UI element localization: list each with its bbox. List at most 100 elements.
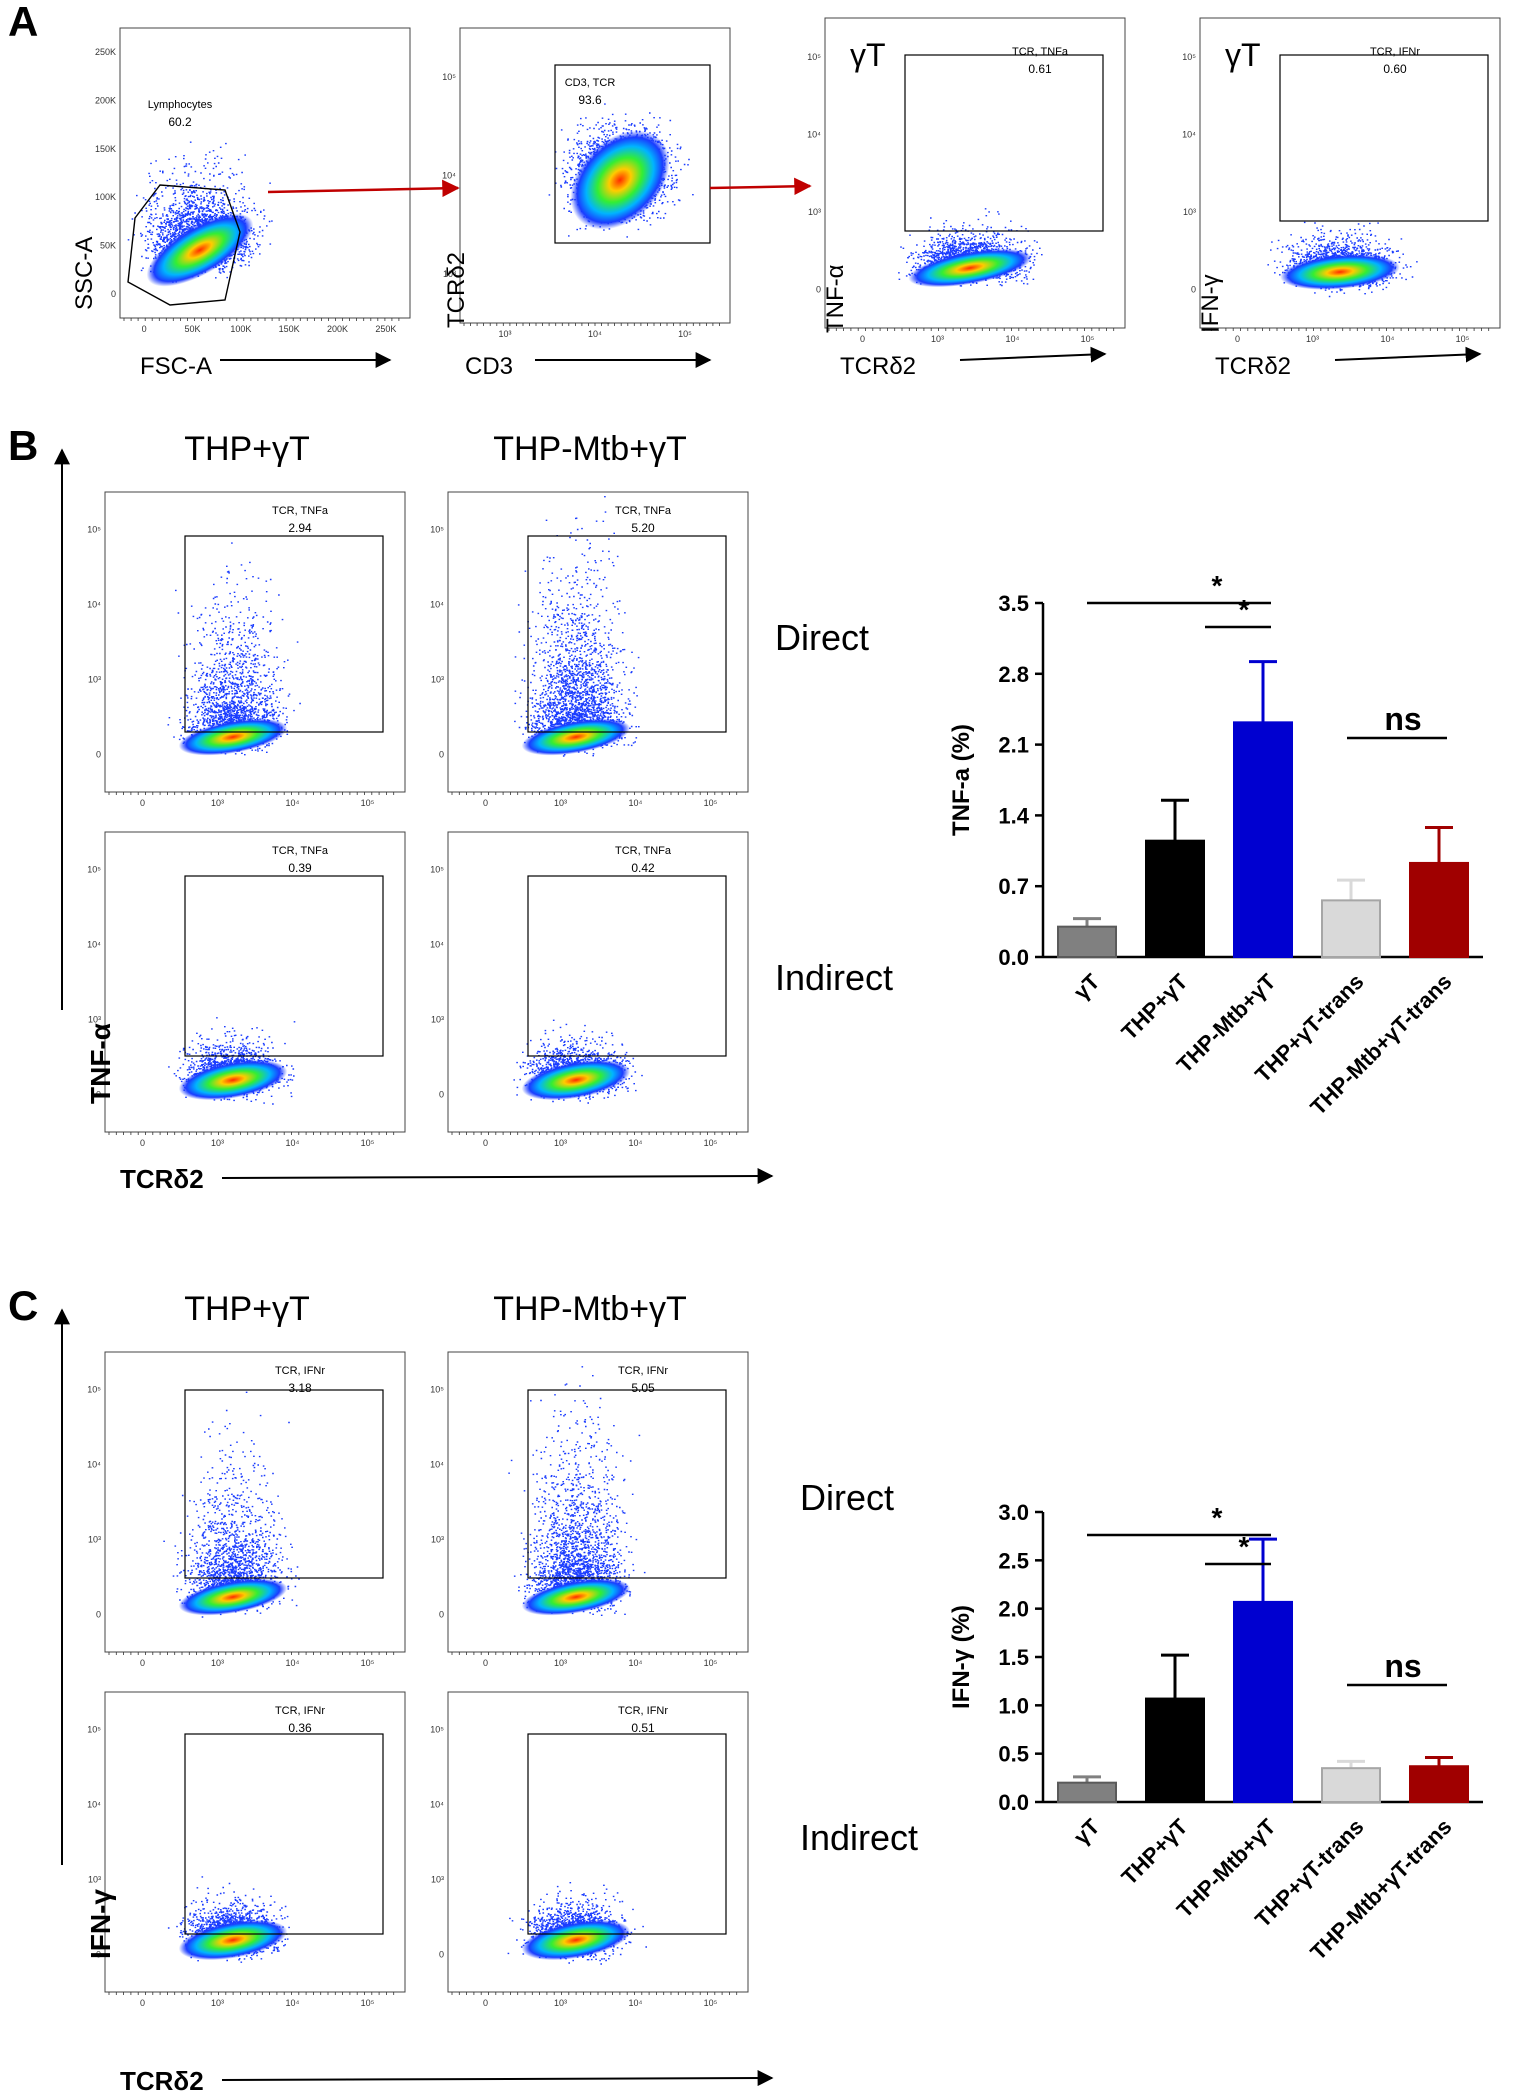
- y-tick-label: 10³: [1183, 207, 1196, 217]
- density-core: [521, 1919, 631, 1961]
- gate-value: 0.42: [631, 861, 655, 875]
- row-label: Direct: [800, 1477, 894, 1518]
- density-core: [908, 248, 1032, 288]
- column-title: THP+γT: [184, 1290, 310, 1328]
- y-tick-label: 0.7: [998, 874, 1029, 899]
- gating-arrow: [267, 179, 460, 198]
- plot-title: γT: [850, 37, 886, 73]
- y-tick-label: 2.0: [998, 1597, 1029, 1622]
- density-core: [178, 1578, 288, 1616]
- x-axis-ticks: [123, 318, 400, 321]
- x-tick-label: 10⁴: [286, 1998, 300, 2008]
- x-axis-ticks: [451, 1652, 738, 1655]
- gate-label: CD3, TCR: [565, 77, 616, 89]
- x-tick-label: 0: [140, 798, 145, 808]
- gate-label: TCR, IFNr: [1370, 46, 1420, 58]
- x-axis-ticks: [463, 323, 720, 326]
- y-tick-label: 2.8: [998, 662, 1029, 687]
- x-axis-ticks: [451, 792, 738, 795]
- gate-box: [184, 535, 384, 733]
- significance-label: *: [1239, 1531, 1250, 1562]
- y-tick-label: 10³: [431, 1535, 444, 1545]
- x-tick-label: 10⁵: [704, 1658, 718, 1668]
- y-tick-label: 50K: [100, 241, 116, 251]
- x-axis-arrow: [959, 346, 1107, 363]
- y-tick-label: 0.0: [998, 1790, 1029, 1815]
- y-tick-label: 0.0: [998, 945, 1029, 970]
- gate-value: 0.60: [1383, 62, 1407, 76]
- y-tick-label: 0: [439, 1950, 444, 1960]
- panel-letter-b: B: [8, 422, 38, 469]
- y-tick-label: 10⁴: [807, 129, 821, 139]
- x-axis-label: TCRδ2: [1215, 353, 1291, 380]
- gate-value: 3.18: [288, 1381, 312, 1395]
- x-tick-label: 0: [483, 1998, 488, 2008]
- y-axis-title: IFN-γ (%): [948, 1605, 975, 1709]
- gate-box: [184, 1733, 384, 1935]
- x-tick-label: 10⁵: [704, 798, 718, 808]
- y-tick-label: 0: [439, 750, 444, 760]
- gate-label: TCR, TNFa: [615, 505, 672, 517]
- bar: [1057, 1781, 1117, 1803]
- density-core: [1280, 254, 1400, 290]
- bar: [1321, 1767, 1381, 1803]
- y-tick-label: 10³: [88, 1875, 101, 1885]
- density-core: [178, 1919, 288, 1961]
- significance-label: *: [1212, 570, 1223, 601]
- y-tick-label: 10³: [431, 1015, 444, 1025]
- x-axis-ticks: [108, 1652, 395, 1655]
- x-axis-label: TCRδ2: [120, 2066, 204, 2094]
- y-tick-label: 10⁵: [1182, 52, 1196, 62]
- gate-label: TCR, IFNr: [275, 1705, 325, 1717]
- y-tick-label: 100K: [95, 192, 116, 202]
- y-tick-label: 0: [111, 289, 116, 299]
- gate-value: 5.20: [631, 521, 655, 535]
- gate-polygon: [127, 184, 241, 306]
- x-tick-label: 0: [140, 1138, 145, 1148]
- x-tick-label: 10³: [211, 1998, 224, 2008]
- gate-value: 2.94: [288, 521, 312, 535]
- significance-label: *: [1239, 594, 1250, 625]
- y-tick-label: 0: [96, 750, 101, 760]
- x-tick-label: 10³: [554, 1138, 567, 1148]
- plot-title: γT: [1225, 37, 1261, 73]
- density-core: [521, 1578, 631, 1616]
- x-tick-label: 10⁵: [704, 1998, 718, 2008]
- gate-value: 0.39: [288, 861, 312, 875]
- gate-box: [527, 535, 727, 733]
- panel-letter-c: C: [8, 1282, 38, 1329]
- gate-value: 0.61: [1028, 62, 1052, 76]
- x-tick-label: 10⁵: [361, 1998, 375, 2008]
- x-tick-label: 10³: [211, 1658, 224, 1668]
- bar: [1145, 839, 1205, 959]
- y-tick-label: 10⁴: [87, 1800, 101, 1810]
- x-tick-label: 10⁴: [286, 798, 300, 808]
- x-tick-label: 10⁵: [678, 329, 692, 339]
- y-tick-label: 0: [1191, 284, 1196, 294]
- x-axis-arrow: [1334, 346, 1482, 363]
- x-tick-label: 0: [1235, 334, 1240, 344]
- bar: [1145, 1697, 1205, 1803]
- x-tick-label: 10⁴: [629, 1998, 643, 2008]
- x-tick-label: 10⁵: [361, 1138, 375, 1148]
- gate-label: TCR, IFNr: [618, 1705, 668, 1717]
- x-tick-label: 10⁵: [361, 1658, 375, 1668]
- x-tick-label: 10⁴: [286, 1658, 300, 1668]
- gate-value: 93.6: [578, 93, 602, 107]
- x-axis-arrow: [221, 2070, 774, 2087]
- x-tick-label: 0: [140, 1998, 145, 2008]
- y-tick-label: 150K: [95, 144, 116, 154]
- x-tick-label: 0: [483, 1658, 488, 1668]
- row-label: Direct: [775, 617, 869, 658]
- gate-value: 5.05: [631, 1381, 655, 1395]
- x-axis-ticks: [108, 1992, 395, 1995]
- x-tick-label: 0: [142, 324, 147, 334]
- bar: [1321, 899, 1381, 958]
- y-tick-label: 10⁴: [1182, 129, 1196, 139]
- y-tick-label: 10³: [88, 1535, 101, 1545]
- y-tick-label: 0.5: [998, 1742, 1029, 1767]
- x-tick-label: 100K: [230, 324, 251, 334]
- y-tick-label: 0: [96, 1610, 101, 1620]
- gate-box: [184, 1389, 384, 1579]
